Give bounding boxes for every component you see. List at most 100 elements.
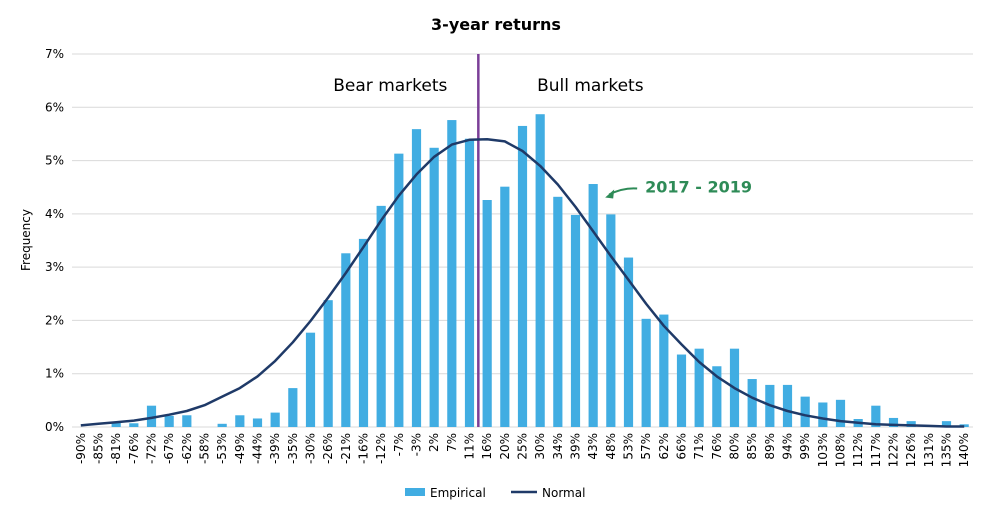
x-tick-label: 62% [657,433,671,460]
bar [376,205,386,427]
bar [818,402,828,427]
region-labels: Bear markets Bull markets [333,76,643,96]
bar [411,129,422,427]
x-tick-label: 85% [745,433,759,460]
x-tick-label: 20% [498,433,512,460]
bar [782,384,793,427]
bar [464,138,475,427]
empirical-bars [111,114,969,428]
bar [288,388,298,427]
normal-curve-line [80,138,965,428]
bar [747,379,757,427]
legend-label: Empirical [430,486,486,500]
x-tick-label: 126% [904,433,918,467]
bar [500,186,510,427]
bar [323,300,333,427]
x-axis-ticks: -90% -85% -81% -76% -72% -67% -62% -58% -53% -49%… [74,433,971,467]
legend-label: Normal [542,486,585,500]
x-tick-label: -21% [339,433,353,464]
x-tick-label: 48% [604,433,618,460]
x-tick-label: -62% [180,433,194,464]
x-tick-label: 71% [692,433,706,460]
bar [570,214,581,427]
legend-swatch-bar [405,488,425,496]
bar [182,415,192,427]
x-tick-label: 94% [781,433,795,460]
bar [712,366,722,427]
y-tick-label: 0% [45,420,64,434]
bar [305,332,316,427]
annotation-label: 2017 - 2019 [645,178,752,197]
bar [835,399,846,427]
bar [659,314,669,427]
y-tick-label: 6% [45,100,64,114]
x-tick-label: -7% [392,433,406,456]
annotation-arrowhead [605,189,615,199]
x-tick-label: 34% [551,433,565,460]
x-tick-label: 39% [569,433,583,460]
x-tick-label: -53% [215,433,229,464]
x-tick-label: 2% [427,433,441,452]
bar [553,196,563,427]
x-tick-label: 89% [763,433,777,460]
x-tick-label: 7% [445,433,459,452]
y-tick-label: 4% [45,207,64,221]
x-tick-label: -12% [374,433,388,464]
y-tick-label: 5% [45,154,64,168]
x-tick-label: 103% [816,433,830,467]
x-tick-label: -3% [410,433,424,456]
x-tick-label: 140% [957,433,971,467]
bar [358,238,369,427]
x-tick-label: 57% [639,433,653,460]
bar [517,125,528,427]
x-tick-label: -16% [357,433,371,464]
region-label-left: Bear markets [333,76,447,96]
bar [447,120,457,428]
x-tick-label: -67% [162,433,176,464]
bar [888,417,899,427]
x-tick-label: -26% [321,433,335,464]
bar [270,412,280,427]
bar [588,184,598,427]
bar [129,423,139,427]
x-tick-label: 108% [834,433,848,467]
x-tick-label: 99% [798,433,812,460]
x-tick-label: 117% [869,433,883,467]
x-tick-label: 11% [463,433,477,460]
x-tick-label: -90% [74,433,88,464]
bar [146,405,157,427]
x-tick-label: -44% [251,433,265,464]
bar [694,348,704,427]
x-tick-label: -39% [268,433,282,464]
bar [906,421,916,427]
bar [111,422,121,427]
y-axis-ticks: 0% 1% 2% 3% 4% 5% 6% 7% [45,47,64,434]
normal-curve [80,138,965,428]
bar [623,257,634,427]
y-tick-label: 3% [45,260,64,274]
bar [535,114,545,427]
x-tick-label: -81% [109,433,123,464]
bar [235,415,245,427]
x-tick-label: 122% [887,433,901,467]
x-tick-label: 43% [586,433,600,460]
x-tick-label: 131% [922,433,936,467]
bar [606,214,616,427]
x-tick-label: 66% [675,433,689,460]
bar [941,421,952,427]
bar [394,153,404,427]
y-tick-label: 7% [45,47,64,61]
bar [252,418,263,427]
x-tick-label: 112% [851,433,865,467]
x-tick-label: 135% [940,433,954,467]
x-tick-label: -76% [127,433,141,464]
bar [217,423,227,427]
x-tick-label: -30% [304,433,318,464]
x-tick-label: -85% [92,433,106,464]
y-tick-label: 2% [45,313,64,327]
bar [676,354,687,427]
x-tick-label: 30% [533,433,547,460]
x-tick-label: -58% [198,433,212,464]
